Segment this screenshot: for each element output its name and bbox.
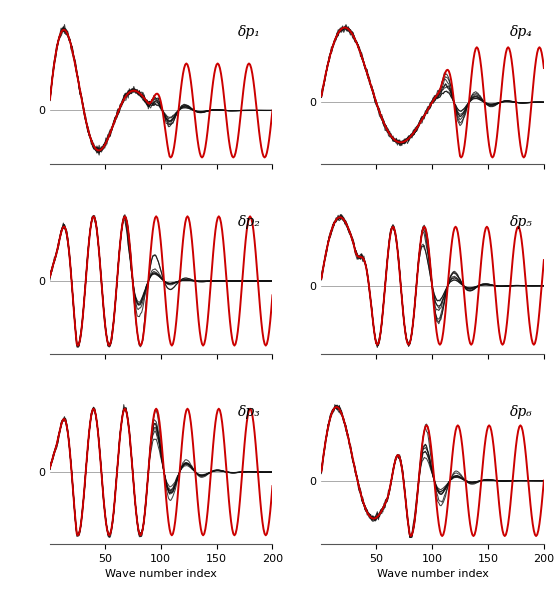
X-axis label: Wave number index: Wave number index	[377, 569, 488, 579]
Text: δp₅: δp₅	[510, 215, 533, 229]
Text: δp₁: δp₁	[239, 25, 261, 39]
X-axis label: Wave number index: Wave number index	[105, 569, 217, 579]
Text: δp₆: δp₆	[510, 405, 533, 419]
Text: δp₂: δp₂	[239, 215, 261, 229]
Text: δp₃: δp₃	[239, 405, 261, 419]
Text: δp₄: δp₄	[510, 25, 533, 39]
